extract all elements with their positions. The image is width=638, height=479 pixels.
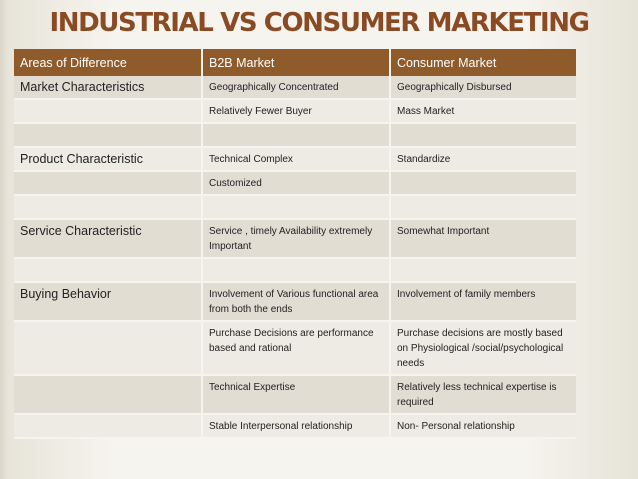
header-areas-of-difference: Areas of Difference [14,49,203,76]
table-row: Purchase Decisions are performance based… [14,321,576,376]
table-header-row: Areas of Difference B2B Market Consumer … [14,49,576,76]
row-b2b-cell [202,195,391,220]
row-area-cell: Service Characteristic [14,219,203,259]
row-b2b-cell: Relatively Fewer Buyer [202,99,391,124]
row-area-cell [14,258,203,283]
table-row: Service Characteristic Service , timely … [14,219,576,259]
row-consumer-cell: Non- Personal relationship [390,414,576,439]
table-row: Market Characteristics Geographically Co… [14,76,576,100]
comparison-table: Areas of Difference B2B Market Consumer … [14,49,576,439]
table-row: Product Characteristic Technical Complex… [14,147,576,172]
slide-edge-shade [0,0,7,479]
row-consumer-cell: Involvement of family members [390,282,576,322]
row-area-cell: Market Characteristics [14,76,203,100]
row-area-cell [14,195,203,220]
row-area-cell: Buying Behavior [14,282,203,322]
table-row-spacer [14,123,576,148]
row-b2b-cell: Purchase Decisions are performance based… [202,321,391,376]
slide-title: INDUSTRIAL VS CONSUMER MARKETING [49,8,589,38]
row-area-cell [14,321,203,376]
row-area-cell: Product Characteristic [14,147,203,172]
row-area-cell [14,375,203,415]
row-consumer-cell: Geographically Disbursed [390,76,576,100]
row-consumer-cell: Somewhat Important [390,219,576,259]
row-area-cell [14,414,203,439]
row-consumer-cell: Mass Market [390,99,576,124]
row-b2b-cell: Customized [202,171,391,196]
table-row: Customized [14,171,576,196]
row-b2b-cell: Involvement of Various functional area f… [202,282,391,322]
row-b2b-cell [202,258,391,283]
row-consumer-cell: Purchase decisions are mostly based on P… [390,321,576,376]
row-consumer-cell: Standardize [390,147,576,172]
row-area-cell [14,123,203,148]
table-row: Buying Behavior Involvement of Various f… [14,282,576,322]
table-row: Technical Expertise Relatively less tech… [14,375,576,415]
table-row: Stable Interpersonal relationship Non- P… [14,414,576,439]
row-b2b-cell: Stable Interpersonal relationship [202,414,391,439]
row-area-cell [14,171,203,196]
row-consumer-cell [390,171,576,196]
row-b2b-cell [202,123,391,148]
row-consumer-cell [390,123,576,148]
row-b2b-cell: Service , timely Availability extremely … [202,219,391,259]
header-consumer-market: Consumer Market [390,49,576,76]
row-area-cell [14,99,203,124]
row-b2b-cell: Geographically Concentrated [202,76,391,100]
row-b2b-cell: Technical Complex [202,147,391,172]
table-row-spacer [14,258,576,283]
table-row-spacer [14,195,576,220]
row-consumer-cell: Relatively less technical expertise is r… [390,375,576,415]
header-b2b-market: B2B Market [202,49,391,76]
row-consumer-cell [390,258,576,283]
row-consumer-cell [390,195,576,220]
row-b2b-cell: Technical Expertise [202,375,391,415]
table-row: Relatively Fewer Buyer Mass Market [14,99,576,124]
